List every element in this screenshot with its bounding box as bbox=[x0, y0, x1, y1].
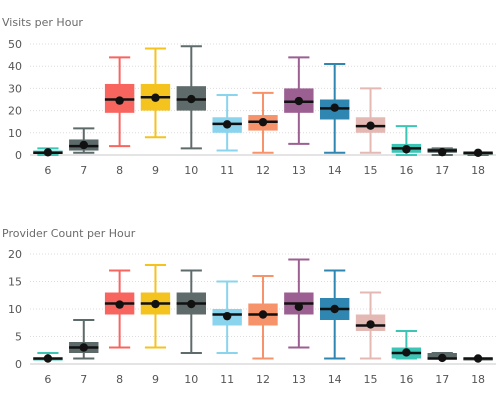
y-tick-label: 10 bbox=[8, 127, 22, 140]
provider-count-per-hour-chart: Provider Count per Hour 0 5 10 15 20 6 7 8 9 10 11… bbox=[2, 227, 496, 386]
box-13[interactable] bbox=[284, 56, 314, 145]
mean-marker bbox=[79, 140, 88, 150]
y-tick-label: 10 bbox=[8, 303, 22, 316]
box-17[interactable] bbox=[427, 352, 457, 363]
mean-marker bbox=[222, 311, 232, 321]
box-9[interactable] bbox=[140, 264, 171, 349]
y-tick-label: 5 bbox=[15, 331, 22, 344]
mean-marker bbox=[115, 96, 124, 105]
mean-marker bbox=[438, 147, 447, 157]
y-tick-label: 30 bbox=[8, 82, 22, 95]
box-18[interactable] bbox=[463, 354, 493, 363]
x-tick-label: 16 bbox=[399, 373, 413, 386]
x-tick-label: 18 bbox=[471, 164, 485, 177]
x-tick-label: 6 bbox=[44, 164, 51, 177]
x-tick-label: 7 bbox=[80, 373, 87, 386]
x-tick-label: 11 bbox=[220, 164, 234, 177]
box-10[interactable] bbox=[176, 269, 207, 354]
x-tick-label: 10 bbox=[184, 373, 198, 386]
x-tick-label: 9 bbox=[152, 164, 159, 177]
box-11[interactable] bbox=[212, 280, 242, 354]
box-7[interactable] bbox=[69, 319, 99, 360]
mean-marker bbox=[43, 148, 53, 157]
x-tick-label: 6 bbox=[44, 373, 51, 386]
mean-marker bbox=[151, 299, 160, 309]
box-16[interactable] bbox=[391, 330, 422, 360]
box-6[interactable] bbox=[33, 352, 63, 363]
mean-marker bbox=[402, 145, 411, 154]
x-tick-label: 15 bbox=[364, 373, 378, 386]
x-tick-label: 11 bbox=[220, 373, 234, 386]
mean-marker bbox=[330, 103, 339, 112]
mean-marker bbox=[438, 353, 447, 363]
box-18[interactable] bbox=[463, 148, 493, 157]
x-tick-label: 18 bbox=[471, 373, 485, 386]
chart-title: Provider Count per Hour bbox=[2, 227, 136, 240]
box-15[interactable] bbox=[355, 291, 386, 360]
box-10[interactable] bbox=[176, 45, 207, 150]
mean-marker bbox=[187, 299, 196, 309]
y-tick-label: 20 bbox=[8, 248, 22, 261]
x-tick-label: 12 bbox=[256, 373, 270, 386]
y-tick-label: 0 bbox=[15, 358, 22, 371]
x-tick-label: 9 bbox=[152, 373, 159, 386]
box-17[interactable] bbox=[427, 147, 457, 157]
y-tick-label: 0 bbox=[15, 149, 22, 162]
y-tick-label: 50 bbox=[8, 38, 22, 51]
mean-marker bbox=[222, 120, 232, 129]
x-tick-label: 13 bbox=[292, 373, 306, 386]
x-tick-label: 17 bbox=[435, 373, 449, 386]
box-7[interactable] bbox=[69, 127, 99, 154]
mean-marker bbox=[366, 121, 375, 130]
box-9[interactable] bbox=[140, 47, 171, 139]
box-12[interactable] bbox=[248, 275, 278, 360]
box-6[interactable] bbox=[33, 147, 63, 157]
mean-marker bbox=[330, 304, 339, 314]
box-13[interactable] bbox=[284, 258, 314, 349]
mean-marker bbox=[294, 96, 304, 106]
mean-marker bbox=[258, 310, 268, 319]
x-tick-label: 7 bbox=[80, 164, 87, 177]
y-tick-label: 40 bbox=[8, 60, 22, 73]
x-tick-label: 8 bbox=[116, 373, 123, 386]
box-12[interactable] bbox=[248, 91, 278, 154]
mean-marker bbox=[115, 300, 124, 309]
box-15[interactable] bbox=[355, 87, 386, 154]
x-tick-label: 15 bbox=[364, 164, 378, 177]
x-tick-label: 13 bbox=[292, 164, 306, 177]
mean-marker bbox=[402, 348, 411, 357]
x-tick-label: 16 bbox=[399, 164, 413, 177]
x-tick-label: 8 bbox=[116, 164, 123, 177]
y-tick-label: 15 bbox=[8, 276, 22, 289]
mean-marker bbox=[473, 354, 483, 363]
box-8[interactable] bbox=[104, 269, 135, 349]
x-tick-label: 12 bbox=[256, 164, 270, 177]
y-tick-label: 20 bbox=[8, 105, 22, 118]
mean-marker bbox=[151, 93, 160, 102]
box-8[interactable] bbox=[104, 56, 135, 148]
x-tick-label: 10 bbox=[184, 164, 198, 177]
box-16[interactable] bbox=[391, 125, 422, 156]
box-11[interactable] bbox=[212, 94, 242, 152]
box-14[interactable] bbox=[319, 62, 350, 154]
mean-marker bbox=[473, 148, 483, 157]
x-tick-label: 14 bbox=[328, 373, 342, 386]
mean-marker bbox=[294, 302, 304, 311]
x-tick-label: 14 bbox=[328, 164, 342, 177]
mean-marker bbox=[366, 320, 375, 329]
mean-marker bbox=[79, 343, 88, 352]
box-14[interactable] bbox=[319, 269, 350, 360]
chart-title: Visits per Hour bbox=[2, 16, 83, 29]
mean-marker bbox=[187, 94, 196, 104]
mean-marker bbox=[258, 117, 268, 127]
mean-marker bbox=[43, 354, 53, 363]
visits-per-hour-chart: Visits per Hour 0 10 20 30 40 50 6 7 8 9 10 11 12 13 1… bbox=[2, 16, 496, 177]
x-tick-label: 17 bbox=[435, 164, 449, 177]
